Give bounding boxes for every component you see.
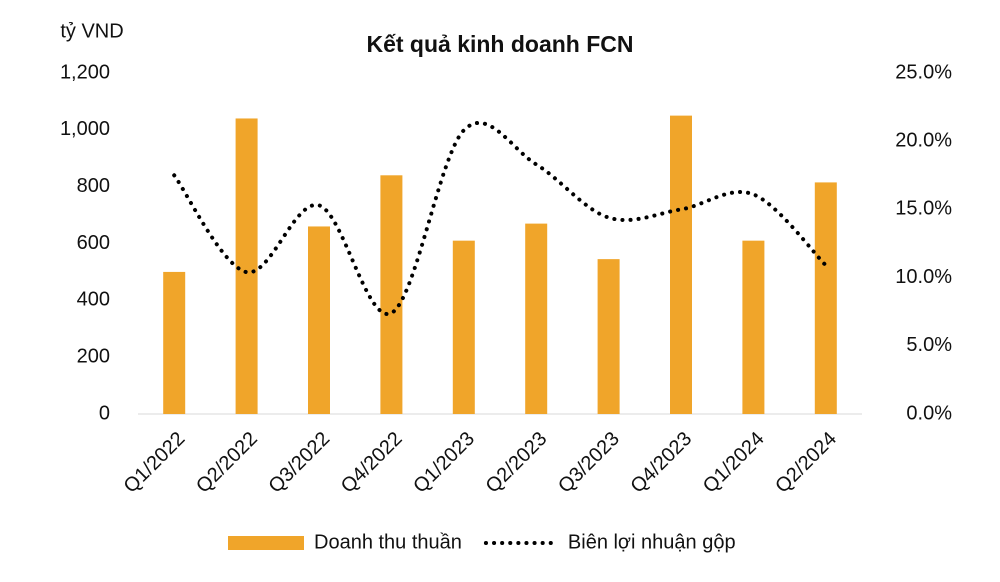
x-tick-label: Q3/2022 (264, 428, 334, 498)
y2-tick-label: 20.0% (895, 129, 952, 151)
y-tick-label: 200 (77, 345, 110, 367)
y2-tick-label: 25.0% (895, 61, 952, 83)
y-tick-label: 800 (77, 175, 110, 197)
y2-tick-label: 0.0% (906, 402, 952, 424)
bar (308, 226, 330, 414)
bar (670, 115, 692, 414)
bar (742, 240, 765, 414)
bar (380, 175, 403, 414)
bar (163, 271, 186, 414)
x-tick-label: Q2/2022 (192, 428, 262, 498)
y-axis-unit: tỷ VND (60, 20, 123, 42)
bar (597, 259, 620, 414)
y-tick-label: 1,200 (60, 61, 110, 83)
bar (814, 182, 837, 414)
y-tick-label: 0 (99, 402, 110, 424)
x-tick-label: Q1/2023 (409, 428, 479, 498)
y-tick-label: 400 (77, 289, 110, 311)
x-tick-label: Q4/2023 (626, 428, 696, 498)
x-tick-label: Q2/2024 (771, 428, 841, 498)
x-tick-label: Q1/2024 (699, 428, 769, 498)
legend-label: Doanh thu thuần (314, 531, 462, 553)
legend-label: Biên lợi nhuận gộp (568, 531, 736, 553)
x-tick-label: Q1/2022 (120, 428, 190, 498)
y2-tick-label: 10.0% (895, 266, 952, 288)
line (172, 121, 828, 316)
legend-swatch (228, 536, 304, 550)
bar (235, 118, 258, 414)
y-tick-label: 600 (77, 232, 110, 254)
chart-title: Kết quả kinh doanh FCN (366, 31, 633, 57)
y2-tick-label: 15.0% (895, 198, 952, 220)
x-tick-label: Q2/2023 (482, 428, 552, 498)
y-tick-label: 1,000 (60, 118, 110, 140)
x-tick-label: Q4/2022 (337, 428, 407, 498)
y2-tick-label: 5.0% (906, 334, 952, 356)
x-tick-label: Q3/2023 (554, 428, 624, 498)
bar (452, 240, 475, 414)
bar (525, 223, 548, 414)
